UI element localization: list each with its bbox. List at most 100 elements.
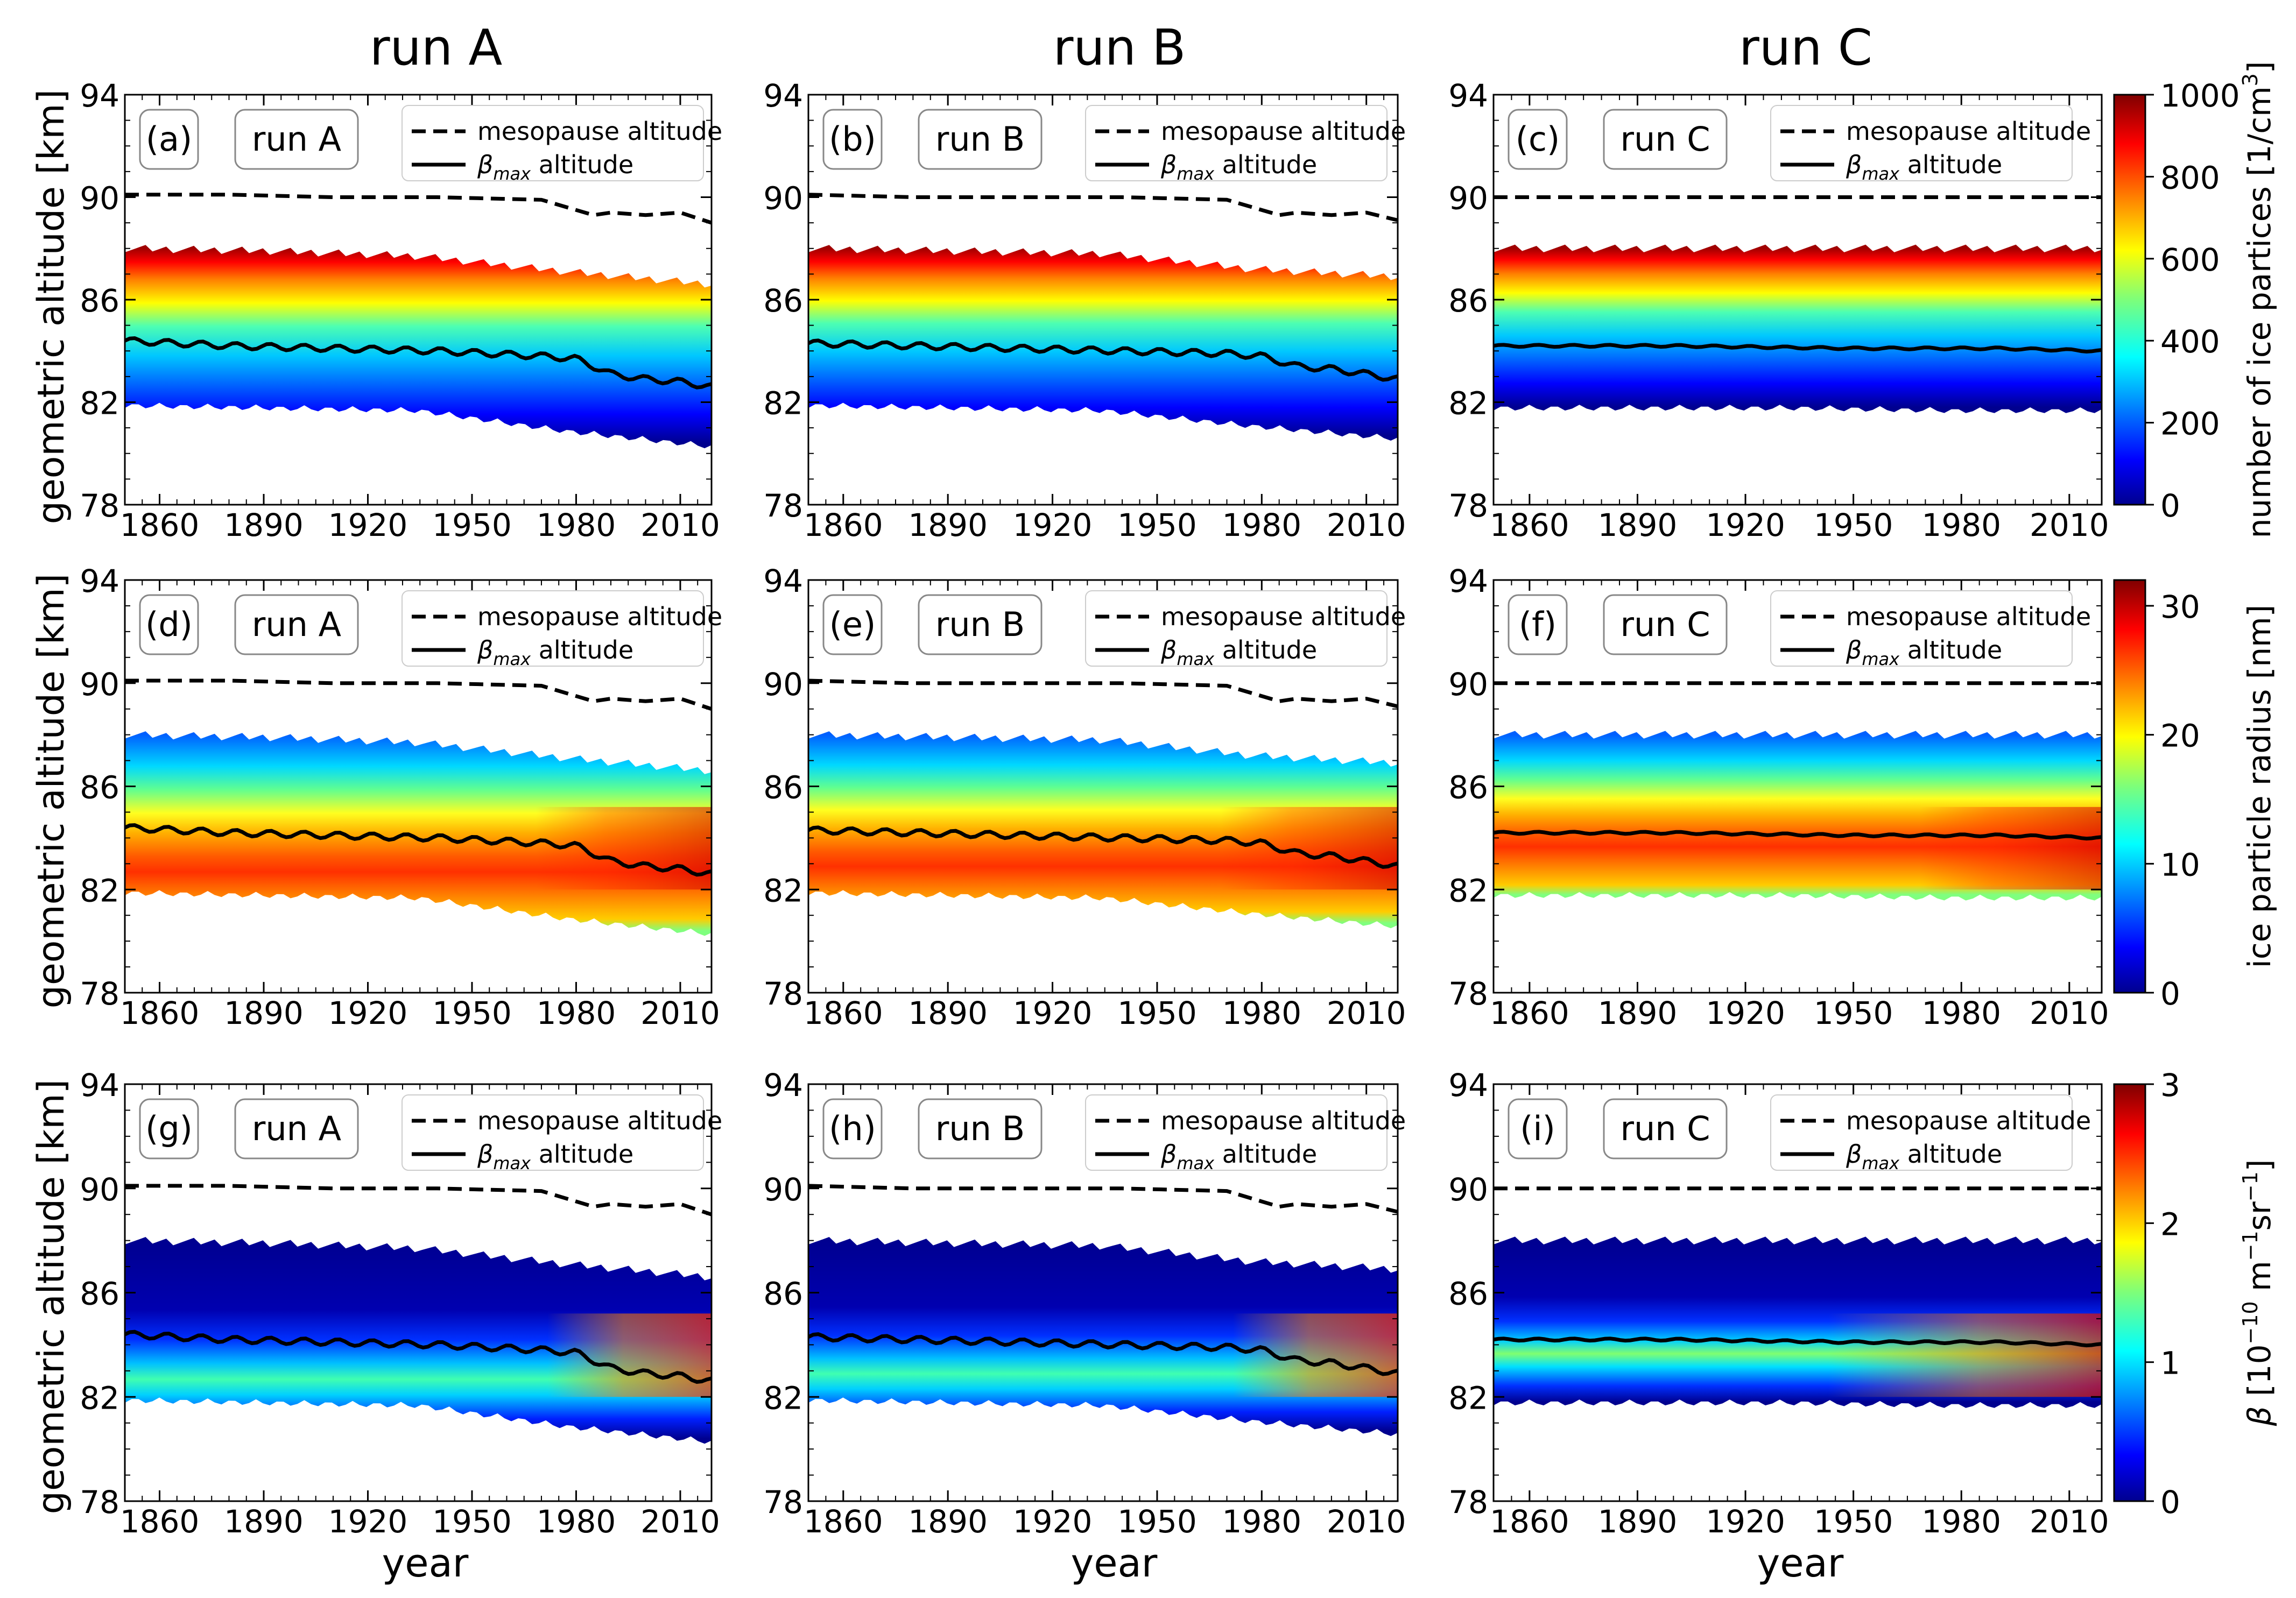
panel-a: 78 82 86 90 94 1860 1890 1920 1950 1980 2010 (a) run… <box>80 77 722 543</box>
beta-max-line <box>808 338 1398 382</box>
beta-max-line <box>125 336 712 390</box>
y-tick-label: 90 <box>763 666 803 703</box>
colorbar-tick-label: 400 <box>2160 323 2220 360</box>
x-tick-label: 2010 <box>1327 995 1406 1031</box>
beta-max-line <box>808 1332 1398 1376</box>
legend-mesopause-label: mesopause altitude <box>1846 117 2091 146</box>
panel-c: 78 82 86 90 94 1860 1890 1920 1950 1980 2010 (c) run… <box>1448 77 2109 543</box>
mesopause-line <box>808 1184 1398 1214</box>
colorbar <box>2113 94 2146 506</box>
panel-label: (c) <box>1516 119 1560 159</box>
y-tick-label: 86 <box>763 1276 803 1312</box>
y-tick-label: 82 <box>80 872 119 909</box>
x-tick-label: 1860 <box>1490 995 1569 1031</box>
x-tick-label: 1920 <box>328 507 408 543</box>
x-tick-label: 1950 <box>432 507 512 543</box>
panel-label: (g) <box>145 1109 193 1148</box>
x-tick-label: 1980 <box>1921 507 2001 543</box>
legend-beta-label: βmax altitude <box>1160 1140 1317 1173</box>
panel-label-box <box>822 1098 883 1159</box>
x-tick-label: 1950 <box>1814 507 1893 543</box>
x-tick-label: 1980 <box>1921 995 2001 1031</box>
colorbar-tick-label: 1 <box>2160 1345 2180 1382</box>
legend-beta-label: βmax altitude <box>1160 635 1317 669</box>
x-axis-label-col-c: year <box>1757 1540 1844 1586</box>
y-tick-label: 78 <box>1448 1484 1488 1521</box>
y-tick-label: 90 <box>80 666 119 703</box>
panel-label: (a) <box>146 119 192 159</box>
x-tick-label: 1980 <box>1222 995 1302 1031</box>
hotspot-overlay <box>1494 807 2102 890</box>
x-tick-label: 1860 <box>804 995 883 1031</box>
y-tick-label: 94 <box>80 77 119 114</box>
colorbar-label: number of ice partices [1/cm3] <box>2238 61 2278 539</box>
x-tick-label: 1920 <box>1706 507 1785 543</box>
x-tick-label: 1980 <box>537 1503 616 1540</box>
run-label: run C <box>1620 605 1710 644</box>
x-tick-label: 1890 <box>1598 507 1678 543</box>
x-tick-label: 1980 <box>1222 507 1302 543</box>
run-label: run C <box>1620 1109 1710 1148</box>
legend-box <box>1085 105 1388 181</box>
run-label: run B <box>935 119 1025 159</box>
y-tick-label: 94 <box>1448 77 1488 114</box>
colorbar-tick-label: 1000 <box>2160 77 2240 114</box>
panel-label: (h) <box>829 1109 876 1148</box>
panel-label-box <box>1508 594 1568 655</box>
run-label: run C <box>1620 119 1710 159</box>
colorbar-row-3: 0 1 2 3 β [10−10 m−1sr−1] <box>2113 1067 2278 1521</box>
y-tick-label: 86 <box>80 282 119 319</box>
y-tick-label: 78 <box>763 1484 803 1521</box>
run-label-box <box>234 594 359 655</box>
panel-label: (d) <box>145 605 193 644</box>
beta-max-line <box>1494 343 2102 354</box>
legend-box <box>1770 105 2073 181</box>
run-label-box <box>1603 109 1728 170</box>
run-label: run A <box>252 119 341 159</box>
y-tick-label: 82 <box>80 1380 119 1416</box>
y-tick-label: 82 <box>1448 1380 1488 1416</box>
run-label-box <box>234 109 359 170</box>
y-tick-label: 94 <box>763 563 803 599</box>
y-tick-label: 94 <box>763 77 803 114</box>
colorbar-tick-label: 10 <box>2160 846 2200 883</box>
colorbar <box>2113 579 2146 994</box>
x-tick-label: 1890 <box>908 995 988 1031</box>
panel-e: 78 82 86 90 94 1860 1890 1920 1950 1980 2010 (e) run… <box>763 563 1406 1031</box>
x-axis-label-col-a: year <box>382 1540 469 1586</box>
run-label-box <box>918 1098 1043 1159</box>
x-tick-label: 1980 <box>1222 1503 1302 1540</box>
y-tick-label: 78 <box>80 975 119 1012</box>
hotspot-overlay <box>125 807 712 890</box>
x-tick-label: 1950 <box>1814 1503 1893 1540</box>
x-axis-label-col-b: year <box>1071 1540 1158 1586</box>
y-tick-label: 86 <box>1448 282 1488 319</box>
x-tick-label: 2010 <box>640 1503 720 1540</box>
y-tick-label: 90 <box>1448 1171 1488 1208</box>
panel-label: (b) <box>829 119 876 159</box>
legend-box <box>1085 590 1388 667</box>
hotspot-overlay <box>125 1313 712 1397</box>
legend-box <box>1770 1094 2073 1171</box>
hotspot-overlay <box>1494 1313 2102 1397</box>
panel-h: 78 82 86 90 94 1860 1890 1920 1950 1980 2010 (h) run… <box>763 1067 1406 1540</box>
y-tick-label: 94 <box>763 1067 803 1104</box>
y-tick-label: 86 <box>763 769 803 806</box>
y-tick-label: 78 <box>763 975 803 1012</box>
x-tick-label: 1890 <box>224 995 304 1031</box>
colorbar <box>2113 1083 2146 1502</box>
x-tick-label: 1920 <box>1013 507 1093 543</box>
panel-label-box <box>139 594 199 655</box>
y-tick-label: 90 <box>763 180 803 217</box>
x-tick-label: 1860 <box>120 995 200 1031</box>
legend-mesopause-label: mesopause altitude <box>1846 602 2091 631</box>
x-tick-label: 1890 <box>1598 1503 1678 1540</box>
panel-label-box <box>822 109 883 170</box>
panel-label-box <box>139 1098 199 1159</box>
colorbar-tick-label: 0 <box>2160 487 2180 524</box>
y-tick-label: 86 <box>1448 1276 1488 1312</box>
y-tick-label: 90 <box>80 180 119 217</box>
